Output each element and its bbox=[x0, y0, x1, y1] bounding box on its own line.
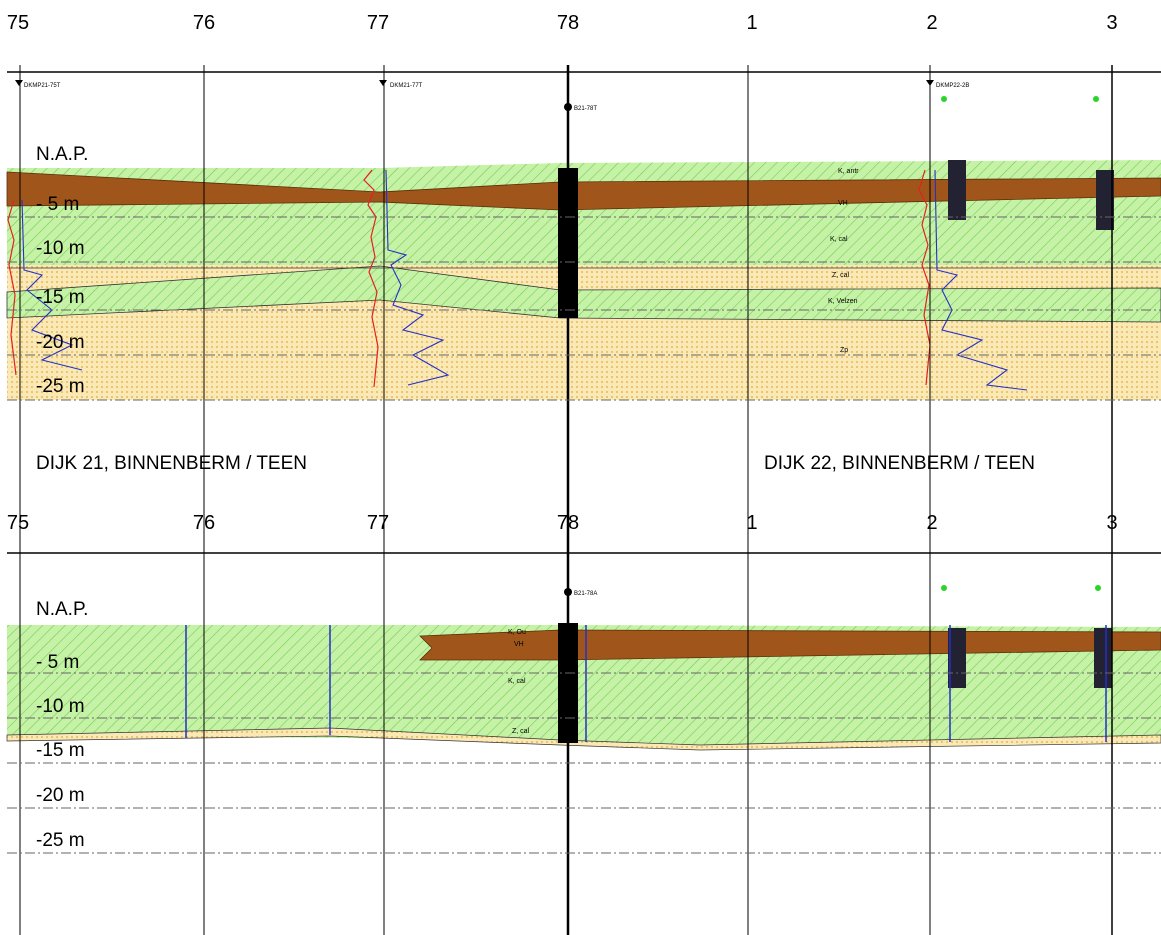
column-label: 2 bbox=[926, 512, 937, 534]
layer-label: K, cal bbox=[830, 236, 848, 243]
layer-label: K, cal bbox=[508, 678, 526, 685]
borehole-label: DKM21-77T bbox=[390, 83, 423, 89]
top-layers bbox=[7, 160, 1161, 400]
page: {"panels": [ {"columns": ["75", "76", "7… bbox=[0, 0, 1161, 935]
column-label: 77 bbox=[367, 12, 389, 34]
borehole-column bbox=[948, 160, 966, 220]
depth-label: -10 m bbox=[36, 696, 85, 717]
layer-label: Zp bbox=[840, 347, 848, 354]
column-label: 3 bbox=[1106, 12, 1117, 34]
borehole-label: DKMP21-75T bbox=[24, 83, 61, 89]
boring-marker bbox=[1095, 585, 1101, 591]
column-label: 1 bbox=[746, 512, 757, 534]
section-title: DIJK 21, BINNENBERM / TEEN bbox=[36, 453, 307, 474]
column-label: 75 bbox=[7, 12, 29, 34]
boring-marker bbox=[941, 585, 947, 591]
depth-label: - 5 m bbox=[36, 652, 79, 673]
depth-label: -25 m bbox=[36, 830, 85, 851]
depth-label: -10 m bbox=[36, 238, 85, 259]
bottom-layers bbox=[7, 623, 1161, 750]
section-title: DIJK 22, BINNENBERM / TEEN bbox=[764, 453, 1035, 474]
column-label: 76 bbox=[193, 12, 215, 34]
column-label: 3 bbox=[1106, 512, 1117, 534]
column-label: 78 bbox=[557, 512, 579, 534]
column-label: 77 bbox=[367, 512, 389, 534]
depth-label: -15 m bbox=[36, 287, 85, 308]
boring-marker bbox=[1093, 96, 1099, 102]
depth-label: -15 m bbox=[36, 740, 85, 761]
depth-label: -25 m bbox=[36, 376, 85, 397]
cpt-marker bbox=[926, 80, 934, 86]
depth-label: -20 m bbox=[36, 332, 85, 353]
boring-marker bbox=[564, 103, 572, 111]
cpt-marker bbox=[379, 80, 387, 86]
layer-label: K, Ou bbox=[508, 629, 526, 636]
boring-marker bbox=[564, 588, 572, 596]
column-label: 78 bbox=[557, 12, 579, 34]
layer-label: K, Velzen bbox=[828, 298, 858, 305]
borehole-label: B21-78T bbox=[574, 106, 597, 112]
depth-label: N.A.P. bbox=[36, 144, 88, 165]
column-label: 76 bbox=[193, 512, 215, 534]
depth-label: - 5 m bbox=[36, 194, 79, 215]
depth-label: N.A.P. bbox=[36, 599, 88, 620]
boring-marker bbox=[941, 96, 947, 102]
column-label: 2 bbox=[926, 12, 937, 34]
borehole-label: B21-78A bbox=[574, 591, 597, 597]
layer-label: VH bbox=[838, 200, 848, 207]
layer-label: VH bbox=[514, 641, 524, 648]
layer-label: Z, cal bbox=[512, 728, 530, 735]
column-label: 75 bbox=[7, 512, 29, 534]
layer-label: K, antr bbox=[838, 168, 859, 175]
column-label: 1 bbox=[746, 12, 757, 34]
cross-sections: 75 76 77 78 1 2 3 N.A.P. - 5 m -10 m -15 m -20 m -25… bbox=[0, 0, 1161, 935]
labels: 75 76 77 78 1 2 3 N.A.P. - 5 m -10 m -15 m -20 m -25… bbox=[7, 12, 1118, 935]
layer-label: Z, cal bbox=[832, 272, 850, 279]
borehole-column bbox=[1094, 628, 1112, 688]
borehole-label: DKMP22-2B bbox=[936, 83, 969, 89]
depth-label: -20 m bbox=[36, 785, 85, 806]
cpt-marker bbox=[15, 80, 23, 86]
clay-layer bbox=[7, 160, 1161, 270]
